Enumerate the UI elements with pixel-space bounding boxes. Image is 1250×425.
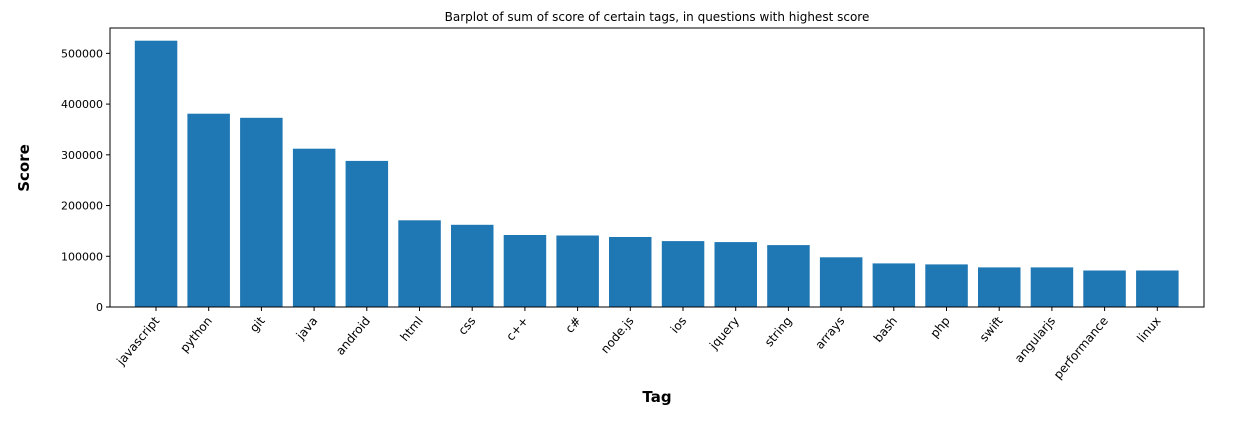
bar-git bbox=[240, 117, 283, 307]
x-tick-label: ios bbox=[668, 314, 690, 336]
bar-javascript bbox=[134, 40, 178, 307]
x-tick-label: html bbox=[397, 314, 425, 344]
y-axis-ticks: 0 100000 200000 300000 400000 500000 bbox=[61, 47, 110, 314]
x-axis-ticks: javascript python git java android html css c++… bbox=[113, 307, 1164, 382]
x-tick-label: performance bbox=[1051, 314, 1111, 382]
x-tick-label: python bbox=[177, 314, 215, 355]
bar-arrays bbox=[819, 257, 863, 307]
y-tick-label: 400000 bbox=[61, 98, 103, 111]
x-tick-label: node.js bbox=[598, 314, 637, 356]
bar-bash bbox=[872, 263, 916, 307]
x-axis-title: Tag bbox=[642, 388, 671, 406]
bar-python bbox=[187, 113, 230, 307]
x-tick-label: angularjs bbox=[1012, 314, 1058, 365]
x-tick-label: string bbox=[762, 314, 795, 349]
bar-swift bbox=[978, 267, 1021, 307]
x-tick-label: bash bbox=[871, 314, 900, 345]
x-tick-label: c++ bbox=[503, 314, 531, 343]
bar-c++ bbox=[503, 235, 547, 307]
y-tick-label: 100000 bbox=[61, 250, 103, 263]
x-tick-label: swift bbox=[977, 314, 1006, 345]
x-tick-label: linux bbox=[1134, 314, 1163, 345]
bar-node.js bbox=[609, 237, 652, 307]
chart-title: Barplot of sum of score of certain tags,… bbox=[445, 10, 870, 24]
x-tick-label: c# bbox=[562, 314, 583, 336]
x-tick-label: android bbox=[333, 314, 373, 358]
x-tick-label: java bbox=[293, 314, 321, 343]
bar-group bbox=[134, 40, 1179, 307]
bar-performance bbox=[1083, 270, 1126, 307]
bar-css bbox=[451, 224, 494, 307]
bar-angularjs bbox=[1030, 267, 1074, 307]
bar-java bbox=[292, 148, 336, 307]
bar-c# bbox=[556, 235, 599, 307]
x-tick-label: php bbox=[927, 314, 952, 340]
bar-jquery bbox=[714, 242, 757, 307]
x-tick-label: arrays bbox=[812, 314, 847, 352]
bar-ios bbox=[661, 241, 705, 307]
plot-frame bbox=[109, 27, 1205, 308]
bar-string bbox=[767, 245, 810, 307]
x-tick-label: git bbox=[247, 314, 268, 335]
y-tick-label: 500000 bbox=[61, 47, 103, 60]
x-tick-label: javascript bbox=[113, 314, 162, 369]
y-axis-title: Score bbox=[15, 144, 33, 192]
bar-linux bbox=[1136, 270, 1179, 307]
y-tick-label: 0 bbox=[96, 301, 103, 314]
bar-android bbox=[345, 160, 389, 307]
bar-html bbox=[398, 220, 441, 307]
x-tick-label: css bbox=[455, 314, 478, 338]
y-tick-label: 200000 bbox=[61, 200, 103, 213]
y-tick-label: 300000 bbox=[61, 149, 103, 162]
bar-php bbox=[925, 264, 968, 307]
x-tick-label: jquery bbox=[706, 314, 742, 353]
